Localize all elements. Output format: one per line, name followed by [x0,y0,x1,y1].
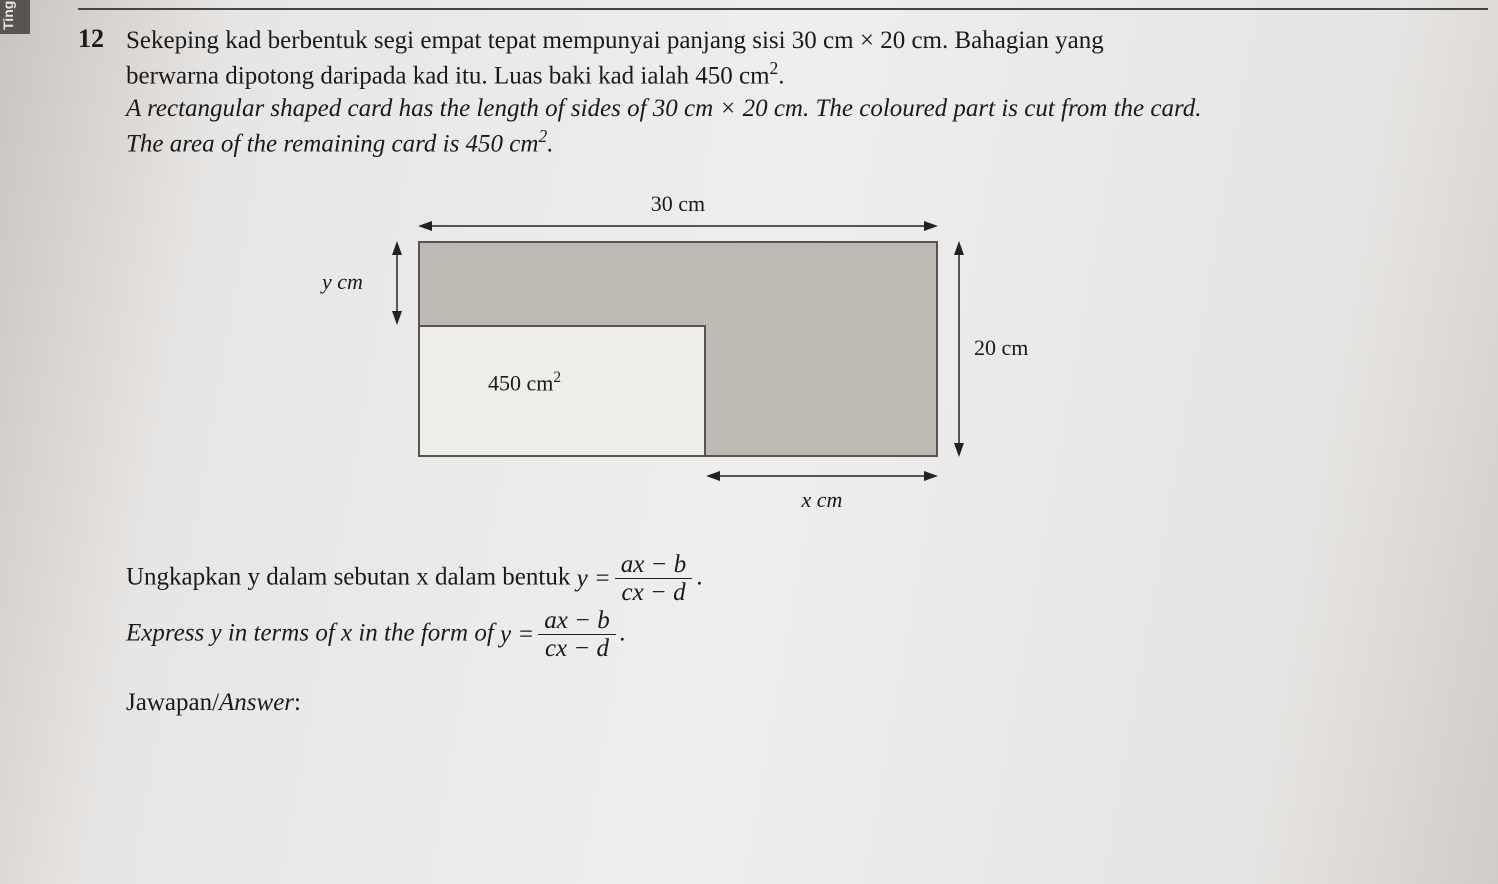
sup-2c: 2 [553,369,561,386]
malay-line-2-post: . [778,62,784,89]
english-line-2-post: . [547,131,553,158]
dim-right-label: 20 cm [974,335,1028,361]
frac-den-2: cx − d [539,635,615,663]
cut-rectangle [418,325,706,457]
malay-line-1: Sekeping kad berbentuk segi empat tepat … [126,27,1104,54]
eq-lhs-2: y = [500,611,534,659]
answer-line: Jawapan/Answer: [126,689,1480,717]
express-block: Ungkapkan y dalam sebutan x dalam bentuk… [126,551,1480,663]
margin-tab: Ting [0,0,30,34]
dim-right-arrow [952,241,966,457]
formula-1: y = ax − b cx − d [577,551,697,607]
area-label: 450 cm2 [488,369,561,396]
dim-bottom-arrow [706,469,938,483]
period-1: . [696,563,702,590]
fraction-2: ax − b cx − d [538,607,615,663]
dim-top-arrow [418,219,938,233]
answer-label-en: Answer [219,689,294,716]
question-body: Sekeping kad berbentuk segi empat tepat … [126,24,1480,161]
fraction-1: ax − b cx − d [615,551,692,607]
top-rule [78,8,1488,10]
frac-den-1: cx − d [616,579,692,607]
sup-2a: 2 [770,58,779,78]
period-2: . [620,619,626,646]
question-content: 12 Sekeping kad berbentuk segi empat tep… [78,24,1480,717]
answer-colon: : [294,689,301,716]
dim-bottom-label: x cm [706,487,938,513]
textbook-page: Ting 12 Sekeping kad berbentuk segi empa… [0,0,1498,884]
answer-label-my: Jawapan/ [126,689,219,716]
eq-lhs-1: y = [577,555,611,603]
dim-left-label: y cm [322,269,363,295]
express-english-pre: Express y in terms of x in the form of [126,619,500,646]
figure-inner: 30 cm 450 cm2 y cm [418,191,1098,527]
dim-top-label: 30 cm [418,191,938,217]
express-english: Express y in terms of x in the form of y… [126,607,1480,663]
frac-num-2: ax − b [538,607,615,636]
malay-line-2-pre: berwarna dipotong daripada kad itu. Luas… [126,62,770,89]
express-malay-pre: Ungkapkan y dalam sebutan x dalam bentuk [126,563,577,590]
figure: 30 cm 450 cm2 y cm [78,191,1480,527]
express-malay: Ungkapkan y dalam sebutan x dalam bentuk… [126,551,1480,607]
dim-left-arrow [390,241,404,325]
formula-2: y = ax − b cx − d [500,607,620,663]
frac-num-1: ax − b [615,551,692,580]
sup-2b: 2 [538,126,547,146]
english-line-1: A rectangular shaped card has the length… [126,95,1202,122]
english-line-2-pre: The area of the remaining card is 450 cm [126,131,538,158]
area-value: 450 cm [488,370,553,395]
question-number: 12 [78,24,104,54]
